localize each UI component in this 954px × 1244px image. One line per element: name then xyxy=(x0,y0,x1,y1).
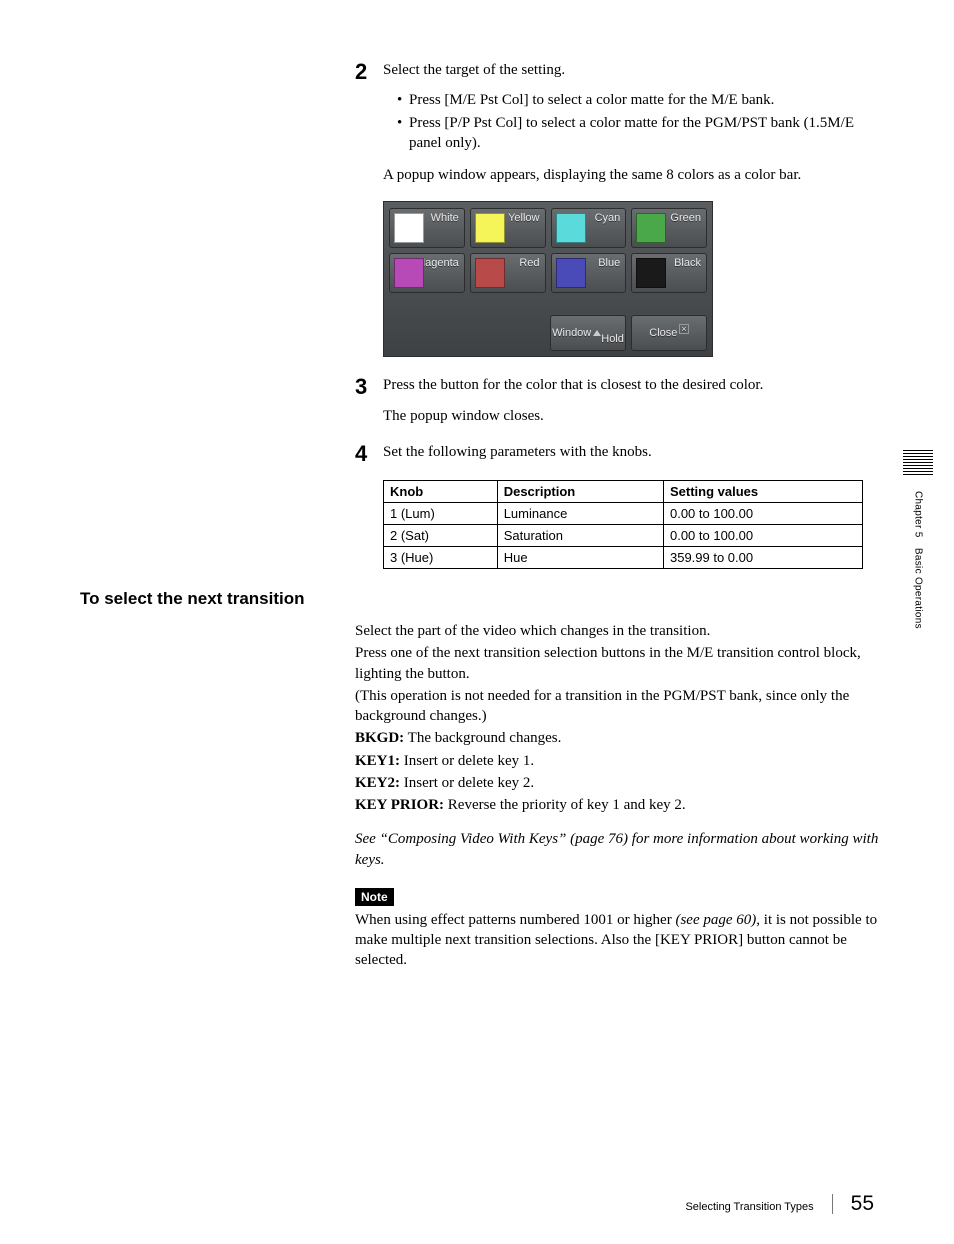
step-number: 3 xyxy=(355,375,383,399)
step-2-bullets: Press [M/E Pst Col] to select a color ma… xyxy=(383,90,880,153)
col-header: Setting values xyxy=(663,481,862,503)
window-hold-button[interactable]: WindowHold xyxy=(550,315,626,351)
footer-divider xyxy=(832,1194,833,1214)
color-label: Red xyxy=(519,257,539,269)
table-cell: Luminance xyxy=(497,503,663,525)
note-pre: When using effect patterns numbered 1001… xyxy=(355,912,675,928)
see-reference: See “Composing Video With Keys” (page 76… xyxy=(355,829,880,870)
def-desc: Reverse the priority of key 1 and key 2. xyxy=(444,797,686,813)
pin-icon xyxy=(593,330,601,336)
step-3: 3 Press the button for the color that is… xyxy=(355,375,880,436)
table-row: 2 (Sat) Saturation 0.00 to 100.00 xyxy=(384,525,863,547)
col-header: Knob xyxy=(384,481,498,503)
step-2-lead: Select the target of the setting. xyxy=(383,60,880,80)
swatch-icon xyxy=(475,213,505,243)
swatch-icon xyxy=(636,258,666,288)
note-label: Note xyxy=(355,888,394,906)
step-2: 2 Select the target of the setting. Pres… xyxy=(355,60,880,195)
note-body: When using effect patterns numbered 1001… xyxy=(355,910,880,971)
footer-title: Selecting Transition Types xyxy=(685,1201,813,1213)
side-lines-icon xyxy=(903,450,933,477)
def-term: KEY1: xyxy=(355,753,400,769)
color-btn-green[interactable]: Green xyxy=(631,208,707,248)
close-label: Close xyxy=(649,327,677,339)
section-heading: To select the next transition xyxy=(80,589,874,609)
note-em: (see page 60) xyxy=(675,912,756,928)
step-number: 4 xyxy=(355,442,383,466)
color-btn-white[interactable]: White xyxy=(389,208,465,248)
bullet-item: Press [M/E Pst Col] to select a color ma… xyxy=(397,90,880,110)
def-line: KEY1: Insert or delete key 1. xyxy=(355,751,880,771)
side-tab: Chapter 5 Basic Operations xyxy=(898,450,938,730)
footer-page-number: 55 xyxy=(851,1192,874,1216)
step-3-after: The popup window closes. xyxy=(383,406,880,426)
table-cell: 3 (Hue) xyxy=(384,547,498,569)
def-desc: Insert or delete key 1. xyxy=(400,753,534,769)
color-btn-red[interactable]: Red xyxy=(470,253,546,293)
def-term: KEY2: xyxy=(355,775,400,791)
side-chapter-label: Chapter 5 Basic Operations xyxy=(913,491,924,629)
params-table: Knob Description Setting values 1 (Lum) … xyxy=(383,480,863,569)
def-line: KEY PRIOR: Reverse the priority of key 1… xyxy=(355,795,880,815)
col-header: Description xyxy=(497,481,663,503)
table-cell: Saturation xyxy=(497,525,663,547)
step-2-after: A popup window appears, displaying the s… xyxy=(383,165,880,185)
color-btn-cyan[interactable]: Cyan xyxy=(551,208,627,248)
def-desc: The background changes. xyxy=(404,730,561,746)
close-icon: × xyxy=(679,324,688,334)
color-label: White xyxy=(431,212,459,224)
color-btn-magenta[interactable]: Magenta xyxy=(389,253,465,293)
close-button[interactable]: Close× xyxy=(631,315,707,351)
button-label: Close× xyxy=(632,316,706,350)
color-btn-blue[interactable]: Blue xyxy=(551,253,627,293)
button-label: WindowHold xyxy=(551,316,625,350)
step-4: 4 Set the following parameters with the … xyxy=(355,442,880,472)
page-footer: Selecting Transition Types 55 xyxy=(685,1192,874,1216)
body-text: (This operation is not needed for a tran… xyxy=(355,686,880,727)
color-popup: White Yellow Cyan Green Magent xyxy=(383,201,713,357)
table-row: 1 (Lum) Luminance 0.00 to 100.00 xyxy=(384,503,863,525)
swatch-icon xyxy=(556,258,586,288)
step-number: 2 xyxy=(355,60,383,84)
table-header-row: Knob Description Setting values xyxy=(384,481,863,503)
color-label: Yellow xyxy=(508,212,539,224)
swatch-icon xyxy=(556,213,586,243)
bullet-item: Press [P/P Pst Col] to select a color ma… xyxy=(397,113,880,154)
table-cell: 359.99 to 0.00 xyxy=(663,547,862,569)
step-4-lead: Set the following parameters with the kn… xyxy=(383,442,880,462)
def-desc: Insert or delete key 2. xyxy=(400,775,534,791)
def-line: BKGD: The background changes. xyxy=(355,728,880,748)
def-line: KEY2: Insert or delete key 2. xyxy=(355,773,880,793)
table-cell: 0.00 to 100.00 xyxy=(663,525,862,547)
step-3-lead: Press the button for the color that is c… xyxy=(383,375,880,395)
def-term: KEY PRIOR: xyxy=(355,797,444,813)
color-label: Cyan xyxy=(595,212,621,224)
body-text: Press one of the next transition selecti… xyxy=(355,643,880,684)
def-term: BKGD: xyxy=(355,730,404,746)
table-row: 3 (Hue) Hue 359.99 to 0.00 xyxy=(384,547,863,569)
swatch-icon xyxy=(394,258,424,288)
color-label: Blue xyxy=(598,257,620,269)
table-cell: 0.00 to 100.00 xyxy=(663,503,862,525)
table-cell: 1 (Lum) xyxy=(384,503,498,525)
swatch-icon xyxy=(475,258,505,288)
color-btn-yellow[interactable]: Yellow xyxy=(470,208,546,248)
body-text: Select the part of the video which chang… xyxy=(355,621,880,641)
color-btn-black[interactable]: Black xyxy=(631,253,707,293)
swatch-icon xyxy=(394,213,424,243)
swatch-icon xyxy=(636,213,666,243)
color-label: Black xyxy=(674,257,701,269)
table-cell: 2 (Sat) xyxy=(384,525,498,547)
color-label: Green xyxy=(670,212,701,224)
table-cell: Hue xyxy=(497,547,663,569)
